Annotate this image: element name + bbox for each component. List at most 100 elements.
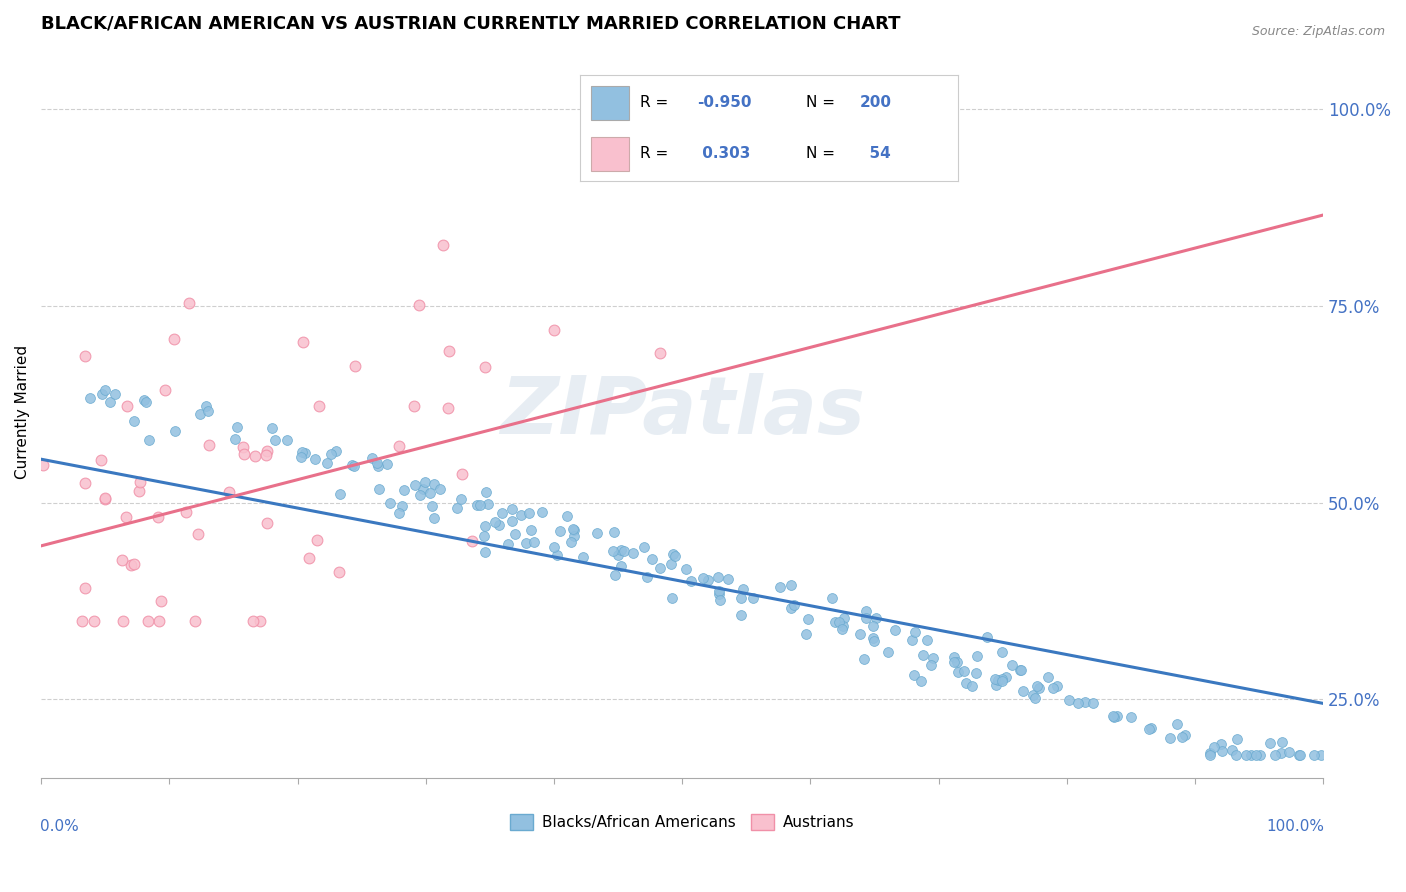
- Point: [900, 633, 922, 648]
- Point: [291, 335, 314, 350]
- Point: [409, 488, 432, 502]
- Point: [117, 399, 139, 413]
- Point: [146, 510, 169, 524]
- Point: [1083, 697, 1105, 711]
- Point: [1000, 658, 1022, 673]
- Point: [1264, 747, 1286, 762]
- Text: 100.0%: 100.0%: [1267, 819, 1324, 833]
- Point: [432, 237, 454, 252]
- Point: [242, 614, 264, 628]
- Point: [112, 614, 135, 628]
- Point: [862, 631, 884, 645]
- Point: [1021, 688, 1043, 702]
- Point: [1226, 731, 1249, 746]
- Point: [1101, 709, 1123, 723]
- Point: [1159, 731, 1181, 745]
- Point: [412, 482, 434, 496]
- Point: [994, 670, 1017, 684]
- Point: [1174, 727, 1197, 741]
- Point: [543, 540, 565, 554]
- Point: [520, 523, 543, 537]
- Point: [976, 630, 998, 644]
- Point: [98, 395, 121, 409]
- Point: [491, 506, 513, 520]
- Point: [586, 525, 609, 540]
- Point: [375, 457, 398, 471]
- Point: [562, 522, 585, 536]
- Point: [243, 449, 266, 463]
- Point: [291, 445, 314, 459]
- Point: [692, 572, 714, 586]
- Point: [367, 458, 389, 473]
- Point: [821, 591, 844, 606]
- Point: [232, 440, 254, 454]
- Point: [294, 446, 316, 460]
- Point: [329, 487, 352, 501]
- Point: [824, 615, 846, 629]
- Point: [408, 298, 430, 312]
- Point: [155, 384, 177, 398]
- Point: [104, 387, 127, 401]
- Point: [460, 533, 482, 548]
- Point: [696, 573, 718, 587]
- Point: [298, 551, 321, 566]
- Point: [136, 614, 159, 628]
- Point: [256, 444, 278, 458]
- Point: [110, 553, 132, 567]
- Point: [188, 407, 211, 421]
- Point: [661, 547, 683, 561]
- Point: [1198, 747, 1220, 761]
- Point: [779, 578, 801, 592]
- Point: [343, 459, 366, 474]
- Point: [904, 625, 927, 640]
- Point: [610, 558, 633, 573]
- Point: [1310, 747, 1333, 762]
- Point: [249, 614, 271, 628]
- Point: [307, 533, 329, 548]
- Point: [1236, 747, 1258, 762]
- Point: [413, 475, 436, 489]
- Point: [796, 612, 818, 626]
- Point: [562, 523, 585, 537]
- Point: [523, 535, 546, 549]
- Point: [855, 611, 877, 625]
- Point: [1171, 731, 1194, 745]
- Point: [621, 546, 644, 560]
- Point: [730, 591, 752, 605]
- Point: [865, 611, 887, 625]
- Point: [128, 475, 150, 489]
- Point: [163, 332, 186, 346]
- Point: [128, 484, 150, 499]
- Point: [911, 648, 934, 663]
- Point: [1220, 743, 1243, 757]
- Point: [1008, 663, 1031, 677]
- Point: [1011, 663, 1033, 677]
- Point: [741, 591, 763, 606]
- Point: [1028, 681, 1050, 696]
- Point: [319, 447, 342, 461]
- Point: [501, 501, 523, 516]
- Point: [254, 448, 277, 462]
- Point: [474, 360, 496, 375]
- Point: [79, 392, 101, 406]
- Point: [605, 568, 627, 582]
- Point: [955, 676, 977, 690]
- Point: [115, 510, 138, 524]
- Point: [990, 674, 1012, 689]
- Point: [475, 485, 498, 500]
- Point: [195, 400, 218, 414]
- Point: [124, 557, 146, 571]
- Point: [946, 655, 969, 669]
- Point: [952, 664, 974, 678]
- Point: [256, 516, 278, 530]
- Point: [70, 614, 93, 628]
- Point: [429, 482, 451, 496]
- Point: [187, 527, 209, 541]
- Point: [260, 421, 283, 435]
- Point: [650, 561, 672, 575]
- Point: [387, 439, 409, 453]
- Point: [1042, 681, 1064, 695]
- Point: [946, 665, 969, 679]
- Point: [707, 570, 730, 584]
- Point: [510, 508, 533, 523]
